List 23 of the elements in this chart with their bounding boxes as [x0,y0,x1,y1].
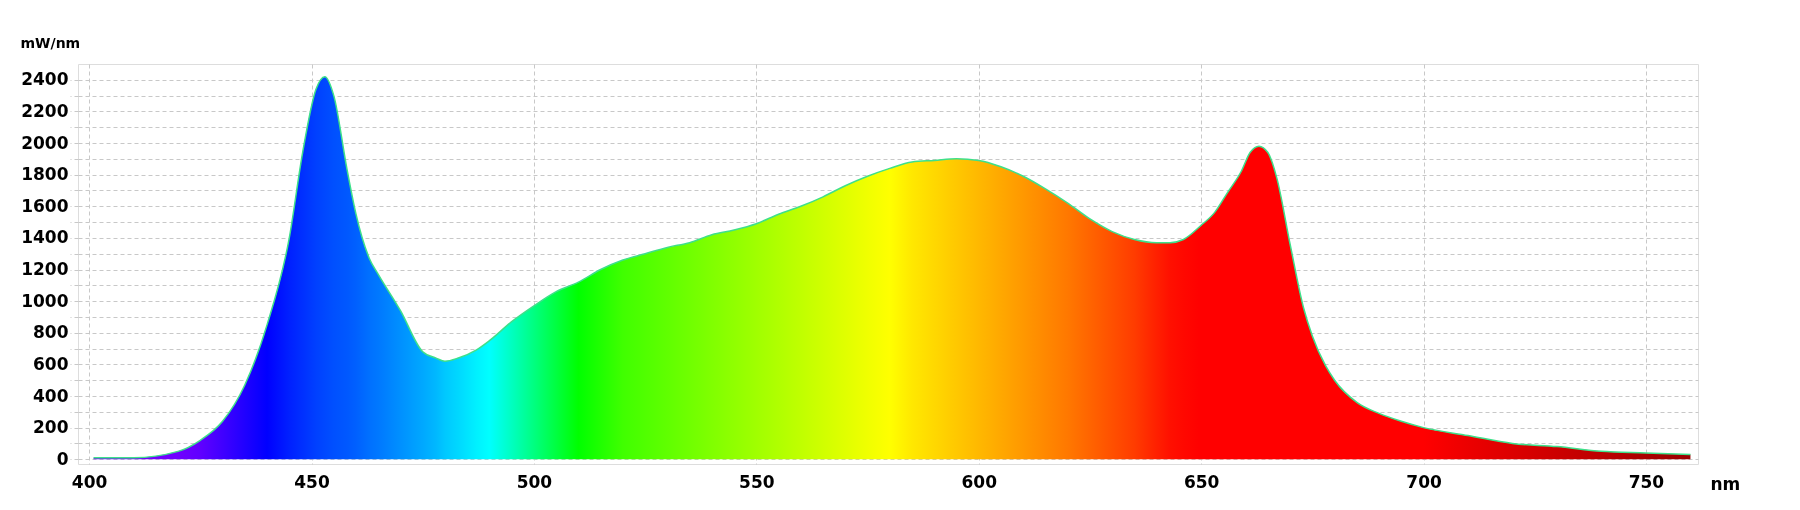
y-tick-label: 400 [33,385,69,406]
y-tick-label: 200 [33,417,69,438]
x-tick-label: 550 [739,471,775,492]
y-tick-label: 2200 [21,100,69,121]
x-tick-label: 400 [71,471,108,492]
x-tick-label: 700 [1406,471,1442,492]
x-tick-label: 600 [961,471,998,492]
y-tick-label: 2400 [21,69,69,90]
y-axis-title: mW/nm [20,34,81,51]
y-tick-label: 1800 [21,164,69,185]
y-tick-label: 1600 [21,195,69,216]
y-tick-label: 1200 [21,259,69,280]
y-tick-label: 600 [33,353,69,374]
x-tick-label: 750 [1628,471,1665,492]
y-tick-label: 1400 [21,227,69,248]
y-tick-label: 0 [56,448,69,469]
x-axis-title: nm [1710,473,1741,494]
y-tick-label: 1000 [21,290,69,311]
y-tick-label: 800 [33,322,69,343]
x-tick-label: 500 [516,471,553,492]
x-tick-label: 450 [294,471,330,492]
x-tick-label: 650 [1183,471,1220,492]
y-tick-label: 2000 [21,132,69,153]
